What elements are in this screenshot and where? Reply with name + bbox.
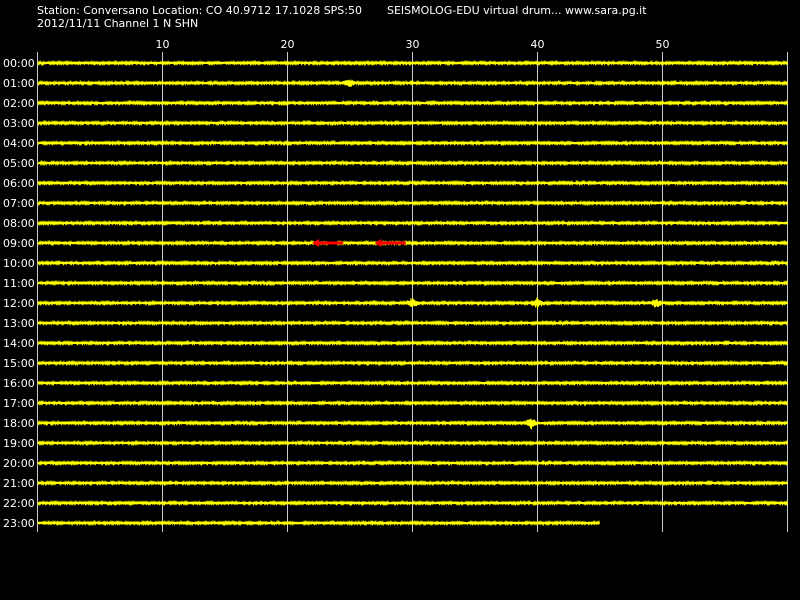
hour-label: 23:00 [3, 517, 35, 530]
hour-label: 13:00 [3, 317, 35, 330]
seismic-trace [37, 139, 789, 147]
seismic-trace [37, 359, 789, 367]
trace-layer [37, 59, 789, 527]
event-pick-layer [312, 239, 406, 247]
app-info: SEISMOLOG-EDU virtual drum... www.sara.p… [387, 4, 647, 17]
hour-label: 03:00 [3, 117, 35, 130]
hour-label: 22:00 [3, 497, 35, 510]
hour-label: 18:00 [3, 417, 35, 430]
seismic-trace [37, 399, 789, 407]
seismic-trace [37, 418, 789, 430]
seismic-trace [37, 159, 789, 167]
hour-label: 20:00 [3, 457, 35, 470]
hour-label: 10:00 [3, 257, 35, 270]
hour-label: 06:00 [3, 177, 35, 190]
seismic-trace [37, 499, 789, 507]
station-info: Station: Conversano Location: CO 40.9712… [37, 4, 362, 17]
hour-label: 09:00 [3, 237, 35, 250]
label-layer: 10 20 30 40 50 00:00 01:00 02:00 03:00 04:00 05:00… [3, 38, 670, 530]
seismic-trace [37, 99, 789, 107]
hour-label: 12:00 [3, 297, 35, 310]
event-pick-arrow [374, 239, 382, 247]
seismic-trace [37, 79, 789, 87]
hour-label: 05:00 [3, 157, 35, 170]
seismic-trace [37, 297, 789, 310]
hour-label: 11:00 [3, 277, 35, 290]
hour-label: 02:00 [3, 97, 35, 110]
hour-label: 08:00 [3, 217, 35, 230]
hour-label: 16:00 [3, 377, 35, 390]
seismic-trace [37, 439, 789, 447]
event-pick-arrow [312, 239, 319, 247]
hour-label: 21:00 [3, 477, 35, 490]
hour-label: 14:00 [3, 337, 35, 350]
seismic-trace [37, 199, 789, 207]
seismic-trace [37, 259, 789, 267]
hour-label: 07:00 [3, 197, 35, 210]
seismic-trace [37, 459, 789, 467]
seismic-trace [37, 479, 789, 487]
seismic-trace [37, 379, 789, 387]
x-tick-label: 30 [406, 38, 420, 51]
seismic-trace [37, 339, 789, 347]
seismic-trace [37, 519, 601, 527]
seismic-trace [37, 179, 789, 187]
date-channel-info: 2012/11/11 Channel 1 N SHN [37, 17, 199, 30]
grid-lines [37, 52, 788, 532]
seismic-trace [37, 279, 789, 287]
seismic-trace [37, 59, 789, 67]
x-tick-label: 40 [531, 38, 545, 51]
hour-label: 15:00 [3, 357, 35, 370]
seismic-trace [37, 119, 789, 127]
hour-label: 04:00 [3, 137, 35, 150]
seismic-trace [37, 319, 789, 327]
x-tick-label: 10 [156, 38, 170, 51]
hour-label: 01:00 [3, 77, 35, 90]
x-tick-label: 50 [656, 38, 670, 51]
hour-label: 17:00 [3, 397, 35, 410]
x-tick-label: 20 [281, 38, 295, 51]
hour-label: 00:00 [3, 57, 35, 70]
hour-label: 19:00 [3, 437, 35, 450]
seismic-trace [37, 239, 789, 247]
seismic-trace [37, 219, 789, 227]
